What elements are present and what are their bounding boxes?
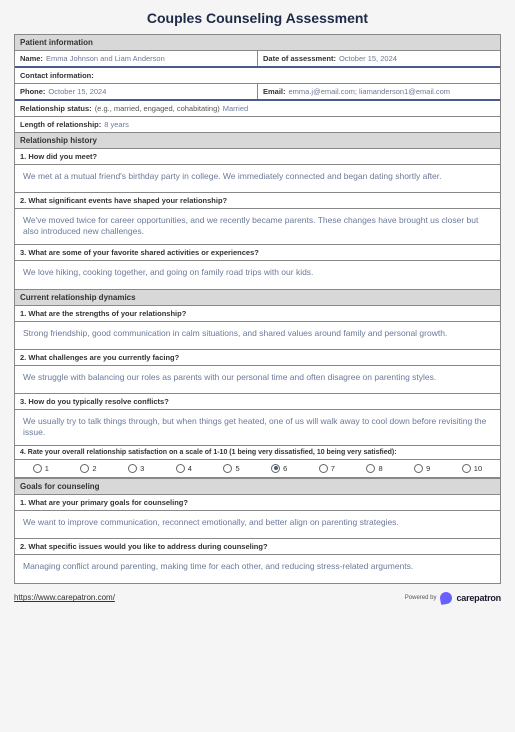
powered-by-label: Powered by — [405, 595, 437, 601]
scale-label: 9 — [426, 464, 430, 473]
row-name-date: Name: Emma Johnson and Liam Anderson Dat… — [15, 51, 500, 68]
section-goals: Goals for counseling — [15, 478, 500, 495]
row-phone-email: Phone: October 15, 2024 Email: emma.j@em… — [15, 84, 500, 101]
scale-option-9[interactable]: 9 — [414, 464, 430, 473]
row-contact: Contact information: — [15, 68, 500, 84]
name-label: Name: — [20, 54, 43, 63]
date-label: Date of assessment: — [263, 54, 336, 63]
satisfaction-scale: 1 2 3 4 5 6 7 8 9 10 — [15, 460, 500, 478]
assessment-form: Patient information Name: Emma Johnson a… — [14, 34, 501, 584]
scale-label: 4 — [188, 464, 192, 473]
goals-a2[interactable]: Managing conflict around parenting, maki… — [15, 555, 500, 583]
scale-option-10[interactable]: 10 — [462, 464, 482, 473]
scale-label: 5 — [235, 464, 239, 473]
length-value[interactable]: 8 years — [104, 120, 129, 129]
goals-q1: 1. What are your primary goals for couns… — [15, 495, 500, 511]
phone-value[interactable]: October 15, 2024 — [48, 87, 106, 96]
history-q3: 3. What are some of your favorite shared… — [15, 245, 500, 261]
radio-icon[interactable] — [176, 464, 185, 473]
scale-option-5[interactable]: 5 — [223, 464, 239, 473]
scale-label: 1 — [45, 464, 49, 473]
scale-label: 3 — [140, 464, 144, 473]
brand-logo-icon — [440, 591, 454, 605]
history-a2[interactable]: We've moved twice for career opportuniti… — [15, 209, 500, 245]
brand-name: carepatron — [456, 593, 501, 603]
scale-label: 7 — [331, 464, 335, 473]
dynamics-q4: 4. Rate your overall relationship satisf… — [15, 446, 500, 460]
footer-url[interactable]: https://www.carepatron.com/ — [14, 593, 115, 602]
row-length: Length of relationship: 8 years — [15, 117, 500, 132]
brand: Powered by carepatron — [405, 592, 501, 604]
row-rel-status: Relationship status: (e.g., married, eng… — [15, 101, 500, 117]
section-history: Relationship history — [15, 132, 500, 149]
scale-option-8[interactable]: 8 — [366, 464, 382, 473]
section-patient: Patient information — [15, 35, 500, 51]
dynamics-q2: 2. What challenges are you currently fac… — [15, 350, 500, 366]
radio-icon[interactable] — [128, 464, 137, 473]
scale-label: 6 — [283, 464, 287, 473]
scale-option-3[interactable]: 3 — [128, 464, 144, 473]
history-a3[interactable]: We love hiking, cooking together, and go… — [15, 261, 500, 289]
radio-icon[interactable] — [271, 464, 280, 473]
rel-status-label: Relationship status: — [20, 104, 92, 113]
radio-icon[interactable] — [366, 464, 375, 473]
contact-label: Contact information: — [20, 71, 94, 80]
history-q2: 2. What significant events have shaped y… — [15, 193, 500, 209]
page-title: Couples Counseling Assessment — [14, 10, 501, 26]
scale-option-2[interactable]: 2 — [80, 464, 96, 473]
rel-status-value[interactable]: Married — [223, 104, 248, 113]
scale-option-6[interactable]: 6 — [271, 464, 287, 473]
date-value[interactable]: October 15, 2024 — [339, 54, 397, 63]
section-dynamics: Current relationship dynamics — [15, 289, 500, 306]
radio-icon[interactable] — [414, 464, 423, 473]
scale-label: 8 — [378, 464, 382, 473]
dynamics-q3: 3. How do you typically resolve conflict… — [15, 394, 500, 410]
dynamics-a1[interactable]: Strong friendship, good communication in… — [15, 322, 500, 350]
scale-label: 2 — [92, 464, 96, 473]
scale-label: 10 — [474, 464, 482, 473]
length-label: Length of relationship: — [20, 120, 101, 129]
dynamics-q1: 1. What are the strengths of your relati… — [15, 306, 500, 322]
goals-a1[interactable]: We want to improve communication, reconn… — [15, 511, 500, 539]
footer: https://www.carepatron.com/ Powered by c… — [14, 592, 501, 604]
email-label: Email: — [263, 87, 286, 96]
radio-icon[interactable] — [80, 464, 89, 473]
history-a1[interactable]: We met at a mutual friend's birthday par… — [15, 165, 500, 193]
radio-icon[interactable] — [319, 464, 328, 473]
radio-icon[interactable] — [33, 464, 42, 473]
scale-option-4[interactable]: 4 — [176, 464, 192, 473]
history-q1: 1. How did you meet? — [15, 149, 500, 165]
scale-option-7[interactable]: 7 — [319, 464, 335, 473]
email-value[interactable]: emma.j@email.com; liamanderson1@email.co… — [289, 87, 451, 96]
dynamics-a3[interactable]: We usually try to talk things through, b… — [15, 410, 500, 446]
scale-option-1[interactable]: 1 — [33, 464, 49, 473]
rel-status-hint: (e.g., married, engaged, cohabitating) — [95, 104, 220, 113]
name-value[interactable]: Emma Johnson and Liam Anderson — [46, 54, 165, 63]
radio-icon[interactable] — [462, 464, 471, 473]
phone-label: Phone: — [20, 87, 45, 96]
dynamics-a2[interactable]: We struggle with balancing our roles as … — [15, 366, 500, 394]
radio-icon[interactable] — [223, 464, 232, 473]
goals-q2: 2. What specific issues would you like t… — [15, 539, 500, 555]
